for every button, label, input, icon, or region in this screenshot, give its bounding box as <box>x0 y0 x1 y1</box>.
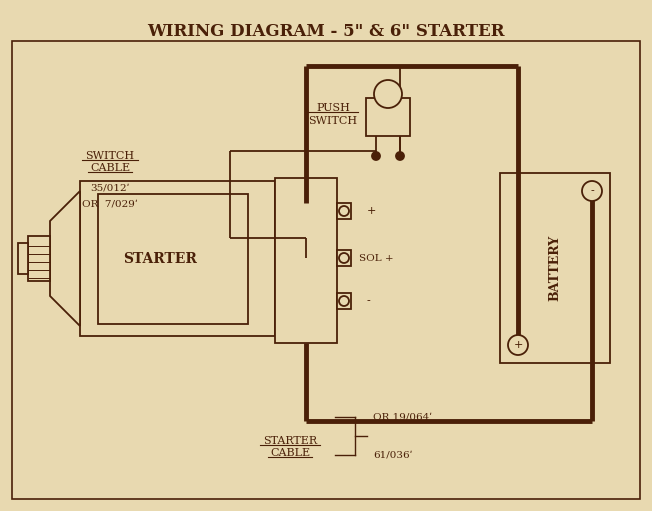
Text: +: + <box>513 340 523 350</box>
Text: STARTER: STARTER <box>123 252 197 266</box>
Text: 35/012ʹ: 35/012ʹ <box>90 183 130 193</box>
Circle shape <box>582 181 602 201</box>
Circle shape <box>339 296 349 306</box>
Text: +: + <box>367 206 376 216</box>
Text: STARTER: STARTER <box>263 436 317 446</box>
Circle shape <box>372 152 380 160</box>
Bar <box>366 98 410 136</box>
Bar <box>337 293 351 309</box>
Bar <box>275 178 337 343</box>
Circle shape <box>396 152 404 160</box>
Circle shape <box>508 335 528 355</box>
Circle shape <box>339 206 349 216</box>
Text: OR  7/029ʹ: OR 7/029ʹ <box>82 199 138 208</box>
Text: OR 19/064ʹ: OR 19/064ʹ <box>373 412 432 422</box>
Polygon shape <box>50 191 80 326</box>
Bar <box>98 194 248 324</box>
Circle shape <box>339 253 349 263</box>
Bar <box>12 41 640 499</box>
Text: WIRING DIAGRAM - 5" & 6" STARTER: WIRING DIAGRAM - 5" & 6" STARTER <box>147 22 505 39</box>
Text: -: - <box>367 296 371 306</box>
Text: BATTERY: BATTERY <box>548 235 561 301</box>
Bar <box>80 181 275 336</box>
Bar <box>28 236 50 281</box>
Bar <box>18 243 28 274</box>
Circle shape <box>374 80 402 108</box>
Text: SWITCH: SWITCH <box>308 116 357 126</box>
Text: SOL +: SOL + <box>359 253 394 263</box>
Text: 61/036ʹ: 61/036ʹ <box>373 451 413 459</box>
Text: SWITCH: SWITCH <box>85 151 134 161</box>
Text: CABLE: CABLE <box>270 448 310 458</box>
Text: -: - <box>590 186 594 196</box>
Text: CABLE: CABLE <box>90 163 130 173</box>
Text: PUSH: PUSH <box>316 103 350 113</box>
Bar <box>337 203 351 219</box>
Bar <box>337 250 351 266</box>
Bar <box>500 173 610 363</box>
